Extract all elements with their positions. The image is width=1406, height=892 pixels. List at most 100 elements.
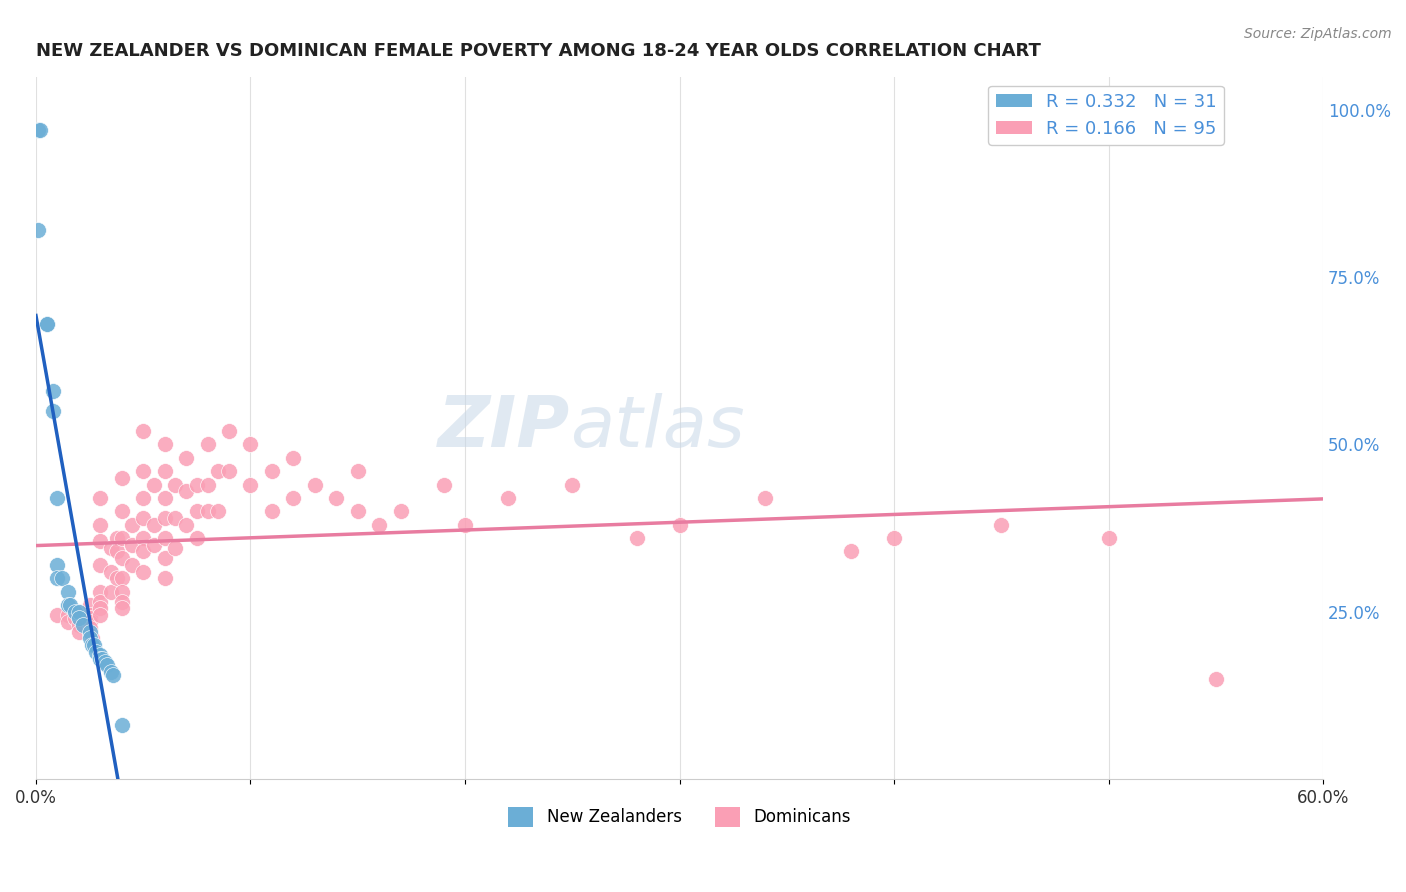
Point xyxy=(79,608,101,623)
Point xyxy=(79,611,101,625)
Point xyxy=(46,571,69,585)
Point xyxy=(239,477,262,491)
Point xyxy=(63,611,86,625)
Text: ZIP: ZIP xyxy=(437,393,569,462)
Point xyxy=(35,317,58,331)
Point xyxy=(346,464,368,478)
Point xyxy=(174,484,197,499)
Point xyxy=(218,464,240,478)
Point xyxy=(165,477,187,491)
Point xyxy=(42,384,65,398)
Point xyxy=(79,632,101,646)
Point xyxy=(80,638,103,652)
Point xyxy=(754,491,776,505)
Point xyxy=(79,622,101,636)
Point xyxy=(79,624,101,639)
Point xyxy=(100,584,122,599)
Point xyxy=(79,615,101,629)
Point xyxy=(186,531,208,545)
Point xyxy=(89,651,111,665)
Point xyxy=(142,538,165,552)
Point xyxy=(239,437,262,451)
Point xyxy=(325,491,347,505)
Point xyxy=(1097,531,1119,545)
Point xyxy=(153,491,176,505)
Point xyxy=(883,531,905,545)
Point xyxy=(67,605,90,619)
Point xyxy=(89,558,111,572)
Point xyxy=(89,648,111,663)
Point xyxy=(107,544,129,558)
Point xyxy=(304,477,326,491)
Point xyxy=(1205,672,1227,686)
Point xyxy=(132,565,155,579)
Point xyxy=(101,668,124,682)
Point xyxy=(153,437,176,451)
Point xyxy=(42,404,65,418)
Point xyxy=(51,571,73,585)
Point xyxy=(63,605,86,619)
Point xyxy=(56,608,79,623)
Point xyxy=(197,477,219,491)
Point xyxy=(27,123,49,137)
Point xyxy=(67,624,90,639)
Point xyxy=(197,437,219,451)
Point xyxy=(132,544,155,558)
Point xyxy=(207,464,229,478)
Point xyxy=(454,517,477,532)
Point xyxy=(260,504,283,518)
Text: atlas: atlas xyxy=(569,393,745,462)
Point xyxy=(111,595,134,609)
Point xyxy=(80,632,103,646)
Point xyxy=(89,584,111,599)
Point xyxy=(132,491,155,505)
Point xyxy=(132,424,155,438)
Point xyxy=(990,517,1012,532)
Point xyxy=(626,531,648,545)
Point xyxy=(153,531,176,545)
Point xyxy=(35,317,58,331)
Point xyxy=(496,491,519,505)
Point xyxy=(56,598,79,612)
Point xyxy=(89,534,111,549)
Point xyxy=(132,464,155,478)
Point xyxy=(91,651,114,665)
Point xyxy=(83,638,105,652)
Point xyxy=(668,517,690,532)
Point xyxy=(389,504,412,518)
Point xyxy=(839,544,862,558)
Point xyxy=(121,558,143,572)
Point xyxy=(30,123,52,137)
Point xyxy=(218,424,240,438)
Point xyxy=(96,658,118,673)
Point xyxy=(59,598,82,612)
Point xyxy=(107,531,129,545)
Point xyxy=(93,655,115,669)
Point xyxy=(368,517,391,532)
Point xyxy=(89,608,111,623)
Point xyxy=(89,601,111,615)
Point xyxy=(79,598,101,612)
Point xyxy=(153,571,176,585)
Point xyxy=(89,517,111,532)
Point xyxy=(56,615,79,629)
Point xyxy=(67,605,90,619)
Point xyxy=(67,618,90,632)
Point xyxy=(142,517,165,532)
Point xyxy=(132,531,155,545)
Point xyxy=(111,601,134,615)
Point xyxy=(111,531,134,545)
Point xyxy=(174,450,197,465)
Point xyxy=(186,504,208,518)
Point xyxy=(100,565,122,579)
Point xyxy=(174,517,197,532)
Point xyxy=(111,571,134,585)
Point xyxy=(165,541,187,556)
Point xyxy=(142,477,165,491)
Point xyxy=(100,541,122,556)
Point xyxy=(89,595,111,609)
Point xyxy=(132,511,155,525)
Point xyxy=(72,618,94,632)
Point xyxy=(67,611,90,625)
Point xyxy=(84,645,107,659)
